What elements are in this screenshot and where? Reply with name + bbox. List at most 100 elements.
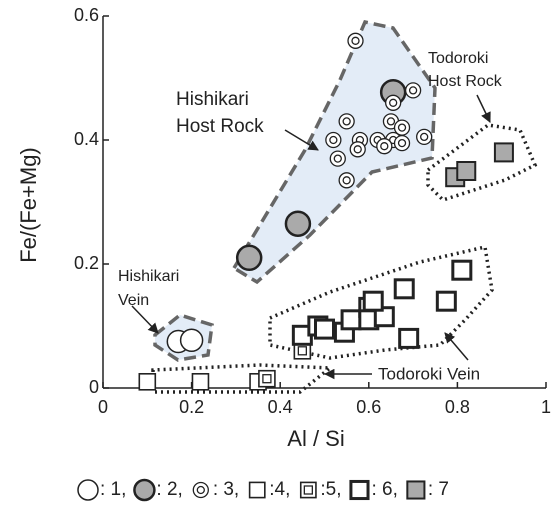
marker-shape [373,306,395,328]
point [179,328,204,353]
marker-inner [333,154,342,163]
point [456,161,477,181]
arrow [131,305,159,334]
arrow [476,94,491,123]
point [393,278,415,300]
marker-shape [133,478,156,502]
marker-shape [362,290,384,312]
marker-shape [338,113,355,130]
annotation: Todoroki [428,50,488,67]
marker-inner [351,36,360,45]
x-tick-label: 1 [541,397,551,417]
marker-shape [138,372,157,391]
arrow [284,129,319,151]
point [258,369,276,388]
point [393,119,411,136]
marker-shape [340,309,362,331]
point [338,172,355,189]
annotation: Vein [118,292,149,309]
point [235,244,263,272]
marker-shape [393,134,411,152]
point [340,309,362,331]
legend-label: : 6, [371,479,397,500]
marker-inner [353,145,362,154]
marker-shape [398,327,420,349]
point [349,141,366,158]
legend-marker [133,478,156,502]
marker-shape [456,161,477,181]
marker-inner [342,176,351,185]
legend-label: : 2, [156,479,182,500]
marker-shape [258,369,276,388]
marker-shape [435,290,457,312]
annotation: Host Rock [176,116,264,137]
point [376,138,393,155]
marker-inner [297,346,308,356]
marker-inner [408,86,418,95]
point [329,150,346,167]
x-tick-label: 0.8 [445,397,470,417]
marker-inner [420,132,429,142]
point [385,94,402,111]
x-tick-label: 0 [98,397,108,417]
legend-label: :4, [269,479,290,500]
marker-shape [338,172,355,189]
annotation: Host Rock [428,73,503,90]
marker-inner [329,135,338,145]
todoroki-host-region [426,123,538,202]
legend-marker [406,480,426,500]
marker-inner [196,485,205,495]
point [347,32,364,49]
point [338,113,355,130]
annotation: Hishikari [176,89,249,110]
marker-shape [77,479,99,501]
point [191,372,210,391]
x-tick-label: 0.4 [268,397,293,417]
point [416,128,433,146]
y-axis-label: Fe/(Fe+Mg) [16,147,41,263]
marker-shape [329,150,346,167]
marker-shape [299,481,317,499]
y-tick-label: 0.4 [74,129,99,149]
marker-shape [248,481,266,499]
x-tick-label: 0.2 [179,397,204,417]
marker-inner [397,123,407,132]
point [284,210,312,237]
marker-shape [349,141,366,158]
x-axis-label: Al / Si [287,426,344,451]
marker-inner [342,117,351,126]
y-tick-label: 0.6 [74,5,99,25]
point [373,306,395,328]
x-tick-label: 0.6 [356,397,381,417]
point [325,131,342,149]
marker-shape [347,32,364,49]
marker-shape [325,131,342,149]
marker-inner [386,117,396,126]
marker-shape [284,210,312,237]
y-tick-label: 0.2 [74,253,99,273]
point [398,327,420,349]
point [393,134,411,152]
annotation: Hishikari [118,268,179,285]
marker-shape [235,244,263,272]
marker-shape [192,481,209,499]
legend-marker [349,479,370,501]
arrow [444,332,469,361]
marker-inner [262,374,272,384]
marker-inner [397,138,407,148]
marker-shape [314,318,335,340]
marker-shape [406,480,426,500]
point [451,259,473,281]
marker-shape [179,328,204,353]
legend-marker [299,481,317,499]
legend-marker [248,481,266,499]
legend-label: : 1, [100,479,126,500]
legend-marker [192,481,209,499]
marker-shape [376,138,393,155]
marker-inner [380,142,389,151]
legend-label: : 3, [213,479,239,500]
marker-shape [493,142,514,163]
point [493,142,514,163]
